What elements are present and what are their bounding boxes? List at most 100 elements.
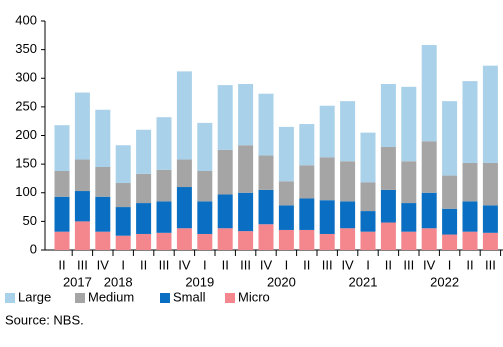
- bar-segment: [299, 165, 315, 199]
- bar-segment: [482, 162, 498, 206]
- bar-segment: [95, 109, 111, 167]
- bar-segment: [54, 125, 70, 171]
- y-tick-label: 350: [15, 41, 37, 56]
- bar-segment: [401, 203, 417, 232]
- y-tick-label: 50: [23, 213, 37, 228]
- bar-segment: [360, 132, 376, 183]
- bar-segment: [340, 228, 356, 250]
- bar-segment: [299, 198, 315, 230]
- x-tick-label: II: [58, 257, 65, 272]
- y-tick-label: 400: [15, 12, 37, 27]
- x-tick-label: III: [403, 257, 414, 272]
- bar-segment: [421, 228, 437, 250]
- x-tick-label: IV: [260, 257, 273, 272]
- bar-segment: [442, 175, 458, 209]
- bar-segment: [217, 85, 233, 150]
- bar-segment: [319, 105, 335, 158]
- x-tick-label: IV: [341, 257, 354, 272]
- bar-segment: [136, 129, 152, 174]
- legend-swatch: [225, 293, 235, 303]
- bar-segment: [319, 200, 335, 234]
- bar-segment: [115, 183, 131, 208]
- bar-segment: [482, 232, 498, 250]
- x-tick-label: III: [77, 257, 88, 272]
- y-tick-label: 300: [15, 70, 37, 85]
- year-label: 2021: [349, 274, 378, 289]
- bar-segment: [278, 126, 294, 182]
- year-label: 2019: [185, 274, 214, 289]
- bar-segment: [340, 201, 356, 229]
- bar-segment: [238, 231, 254, 250]
- x-tick-label: IV: [178, 257, 191, 272]
- bar-segment: [442, 101, 458, 176]
- bar-segment: [197, 170, 213, 202]
- y-tick-label: 100: [15, 184, 37, 199]
- bar-segment: [176, 71, 192, 160]
- bar-segment: [238, 83, 254, 146]
- bar-segment: [401, 161, 417, 204]
- legend-label: Medium: [88, 289, 134, 304]
- bar-segment: [360, 211, 376, 232]
- bar-segment: [54, 170, 70, 197]
- x-tick-label: II: [222, 257, 229, 272]
- bar-segment: [482, 65, 498, 163]
- bar-segment: [442, 208, 458, 235]
- x-tick-label: III: [322, 257, 333, 272]
- bar-segment: [115, 145, 131, 184]
- bar-segment: [176, 159, 192, 188]
- y-tick-label: 150: [15, 156, 37, 171]
- x-tick-label: II: [303, 257, 310, 272]
- x-tick-label: II: [466, 257, 473, 272]
- bar-segment: [176, 187, 192, 229]
- bar-segment: [54, 196, 70, 232]
- year-label: 2018: [104, 274, 133, 289]
- bar-segment: [258, 93, 274, 156]
- bar-segment: [380, 189, 396, 223]
- bar-segment: [217, 228, 233, 250]
- bar-segment: [95, 231, 111, 250]
- bar-segment: [197, 122, 213, 171]
- bar-segment: [136, 173, 152, 204]
- x-tick-label: II: [385, 257, 392, 272]
- x-tick-label: IV: [423, 257, 436, 272]
- year-label: 2020: [267, 274, 296, 289]
- bar-segment: [319, 157, 335, 201]
- bar-segment: [258, 224, 274, 250]
- bar-segment: [197, 201, 213, 234]
- y-tick-label: 200: [15, 127, 37, 142]
- bar-segment: [462, 201, 478, 232]
- x-tick-label: I: [203, 257, 207, 272]
- bar-segment: [462, 81, 478, 163]
- y-tick-label: 0: [30, 241, 37, 256]
- bar-segment: [360, 231, 376, 250]
- bar-segment: [136, 203, 152, 234]
- bar-segment: [319, 233, 335, 250]
- bar-segment: [421, 192, 437, 229]
- bar-segment: [299, 124, 315, 166]
- legend-swatch: [5, 293, 15, 303]
- bar-segment: [95, 166, 111, 197]
- bar-segment: [136, 233, 152, 250]
- bar-segment: [156, 201, 172, 233]
- bar-segment: [360, 182, 376, 212]
- bar-segment: [197, 233, 213, 250]
- x-tick-label: III: [240, 257, 251, 272]
- legend-label: Small: [173, 289, 206, 304]
- bar-segment: [156, 117, 172, 170]
- bar-segment: [74, 191, 90, 222]
- bar-segment: [340, 101, 356, 162]
- year-label: 2017: [63, 274, 92, 289]
- x-tick-label: IV: [97, 257, 110, 272]
- bar-segment: [278, 229, 294, 250]
- y-tick-label: 250: [15, 98, 37, 113]
- bar-segment: [156, 232, 172, 250]
- bar-segment: [74, 92, 90, 160]
- bar-segment: [176, 228, 192, 250]
- x-tick-label: I: [366, 257, 370, 272]
- bar-segment: [217, 149, 233, 195]
- bar-segment: [462, 162, 478, 202]
- bar-segment: [278, 181, 294, 206]
- x-tick-label: II: [140, 257, 147, 272]
- bar-segment: [115, 207, 131, 236]
